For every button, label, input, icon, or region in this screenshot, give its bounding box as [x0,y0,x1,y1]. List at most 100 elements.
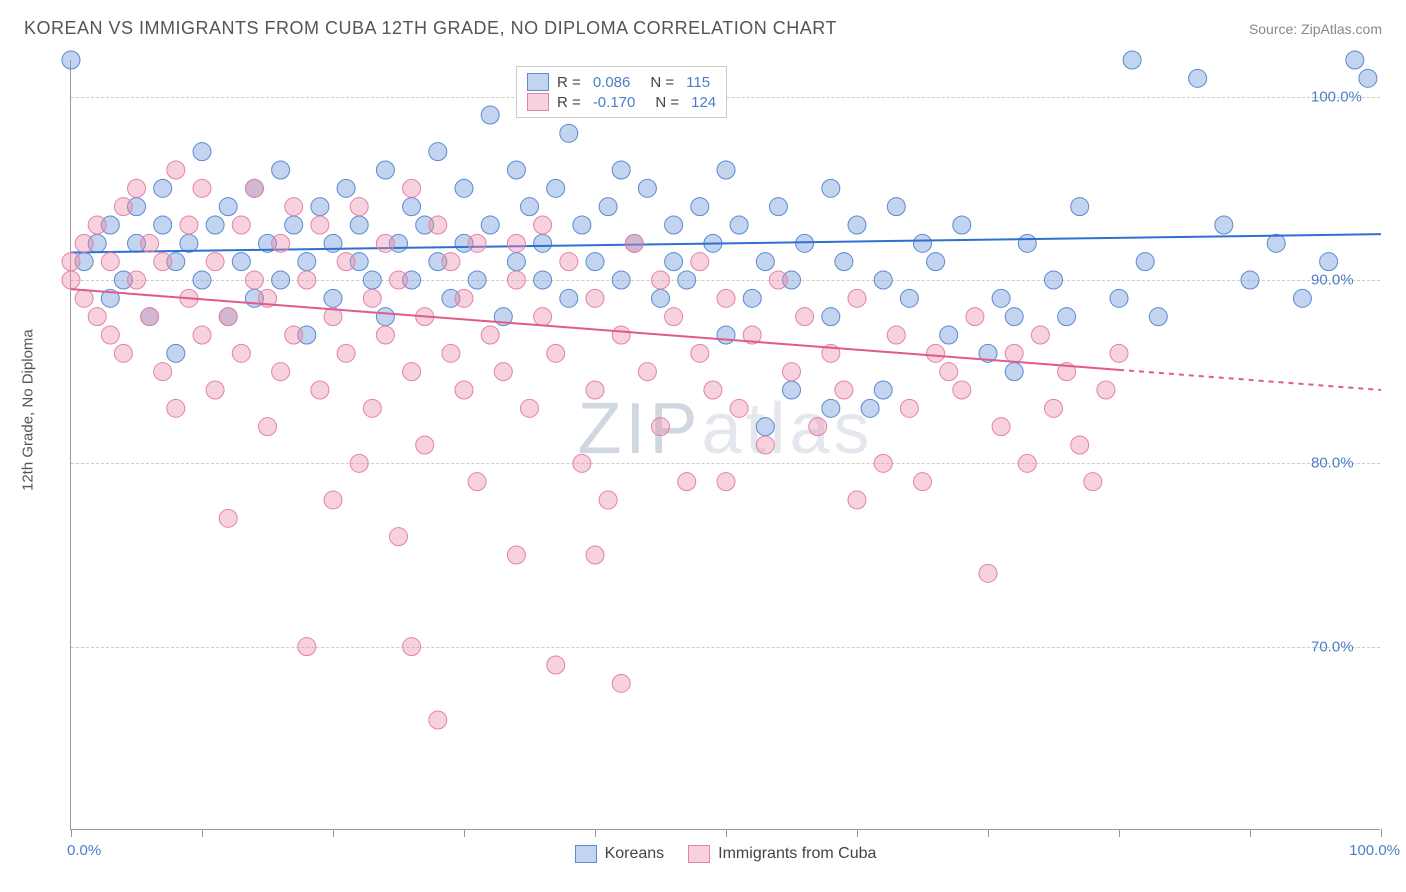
legend-swatch-cuba [688,845,710,863]
scatter-point-koreans [560,124,578,142]
scatter-point-cuba [534,216,552,234]
legend-r-label: R = [557,94,581,111]
scatter-point-cuba [953,381,971,399]
x-tick [1119,829,1120,837]
legend-swatch-cuba [527,93,549,111]
scatter-point-koreans [599,198,617,216]
scatter-point-cuba [403,638,421,656]
scatter-point-cuba [494,363,512,381]
scatter-point-koreans [783,381,801,399]
source-attribution: Source: ZipAtlas.com [1249,21,1382,37]
scatter-point-cuba [468,234,486,252]
scatter-point-cuba [521,399,539,417]
scatter-point-koreans [1293,289,1311,307]
scatter-point-cuba [259,418,277,436]
scatter-point-cuba [769,271,787,289]
scatter-point-koreans [612,271,630,289]
legend-r-value: 0.086 [593,74,631,91]
scatter-point-cuba [573,454,591,472]
scatter-point-cuba [507,271,525,289]
scatter-point-cuba [887,326,905,344]
scatter-point-cuba [835,381,853,399]
scatter-point-koreans [874,381,892,399]
scatter-point-cuba [691,344,709,362]
x-tick [595,829,596,837]
scatter-point-cuba [88,308,106,326]
scatter-point-koreans [900,289,918,307]
source-label: Source: [1249,21,1301,37]
scatter-point-cuba [442,253,460,271]
scatter-point-koreans [612,161,630,179]
correlation-legend: R = 0.086 N = 115 R = -0.170 N = 124 [516,66,727,118]
scatter-point-koreans [665,216,683,234]
scatter-point-koreans [730,216,748,234]
scatter-point-cuba [586,546,604,564]
scatter-point-cuba [376,234,394,252]
legend-swatch-koreans [575,845,597,863]
scatter-point-cuba [652,418,670,436]
scatter-point-cuba [193,179,211,197]
scatter-point-koreans [560,289,578,307]
scatter-point-koreans [1346,51,1364,69]
x-tick [71,829,72,837]
scatter-point-koreans [521,198,539,216]
scatter-point-koreans [481,216,499,234]
scatter-point-cuba [403,179,421,197]
scatter-point-cuba [75,234,93,252]
scatter-point-koreans [154,216,172,234]
legend-r-value: -0.170 [593,94,636,111]
scatter-point-koreans [468,271,486,289]
scatter-point-koreans [481,106,499,124]
scatter-point-koreans [822,308,840,326]
scatter-point-koreans [743,289,761,307]
legend-n-value: 124 [691,94,716,111]
scatter-point-cuba [638,363,656,381]
scatter-point-cuba [416,436,434,454]
scatter-point-koreans [298,253,316,271]
scatter-point-cuba [717,289,735,307]
scatter-point-koreans [1045,271,1063,289]
scatter-point-cuba [612,326,630,344]
chart-title: KOREAN VS IMMIGRANTS FROM CUBA 12TH GRAD… [24,18,837,39]
scatter-point-cuba [966,308,984,326]
x-tick [1381,829,1382,837]
scatter-point-cuba [900,399,918,417]
scatter-point-koreans [756,418,774,436]
scatter-point-cuba [272,363,290,381]
scatter-point-koreans [376,161,394,179]
scatter-point-cuba [75,289,93,307]
scatter-point-koreans [154,179,172,197]
scatter-point-cuba [455,381,473,399]
scatter-point-cuba [350,198,368,216]
scatter-point-cuba [167,399,185,417]
scatter-point-cuba [114,198,132,216]
scatter-point-koreans [547,179,565,197]
x-tick [1250,829,1251,837]
scatter-point-koreans [717,326,735,344]
source-link[interactable]: ZipAtlas.com [1301,21,1382,37]
scatter-point-koreans [363,271,381,289]
scatter-point-cuba [62,271,80,289]
legend-label-cuba: Immigrants from Cuba [718,845,876,863]
scatter-point-koreans [324,289,342,307]
scatter-point-cuba [298,638,316,656]
scatter-point-cuba [311,381,329,399]
scatter-point-cuba [848,491,866,509]
scatter-point-koreans [429,143,447,161]
scatter-point-koreans [796,234,814,252]
scatter-point-koreans [1005,363,1023,381]
scatter-point-cuba [376,326,394,344]
scatter-point-koreans [337,179,355,197]
scatter-point-cuba [665,308,683,326]
scatter-point-koreans [835,253,853,271]
scatter-point-cuba [547,344,565,362]
scatter-point-cuba [914,473,932,491]
legend-item-cuba: Immigrants from Cuba [688,845,876,863]
scatter-point-koreans [232,253,250,271]
scatter-point-koreans [1071,198,1089,216]
scatter-point-cuba [62,253,80,271]
scatter-point-cuba [586,381,604,399]
scatter-point-koreans [403,198,421,216]
scatter-point-koreans [219,198,237,216]
scatter-point-cuba [193,326,211,344]
